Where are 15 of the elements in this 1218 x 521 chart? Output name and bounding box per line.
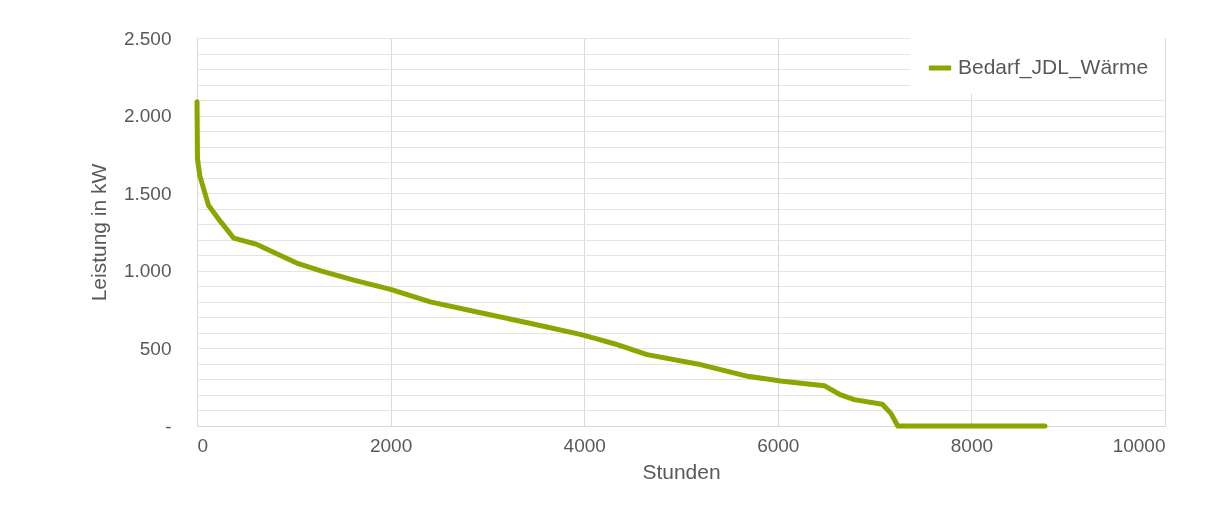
legend-label: Bedarf_JDL_Wärme [958,55,1149,79]
x-tick-label: 2000 [369,434,413,456]
y-tick-label: 2.000 [123,105,172,127]
x-tick-label: 6000 [757,434,800,456]
x-tick-label: 4000 [563,434,606,456]
x-tick-label: 0 [197,434,209,456]
x-axis-title: Stunden [642,459,721,483]
y-tick-label: 1.000 [123,260,172,282]
y-tick-label: 500 [139,337,172,359]
x-tick-label: 10000 [1112,434,1166,456]
x-tick-label: 8000 [950,434,994,456]
y-tick-label: 2.500 [123,27,172,49]
y-tick-label: 1.500 [123,182,172,204]
y-axis-title: Leistung in kW [86,163,110,302]
y-tick-label: - [165,415,172,437]
